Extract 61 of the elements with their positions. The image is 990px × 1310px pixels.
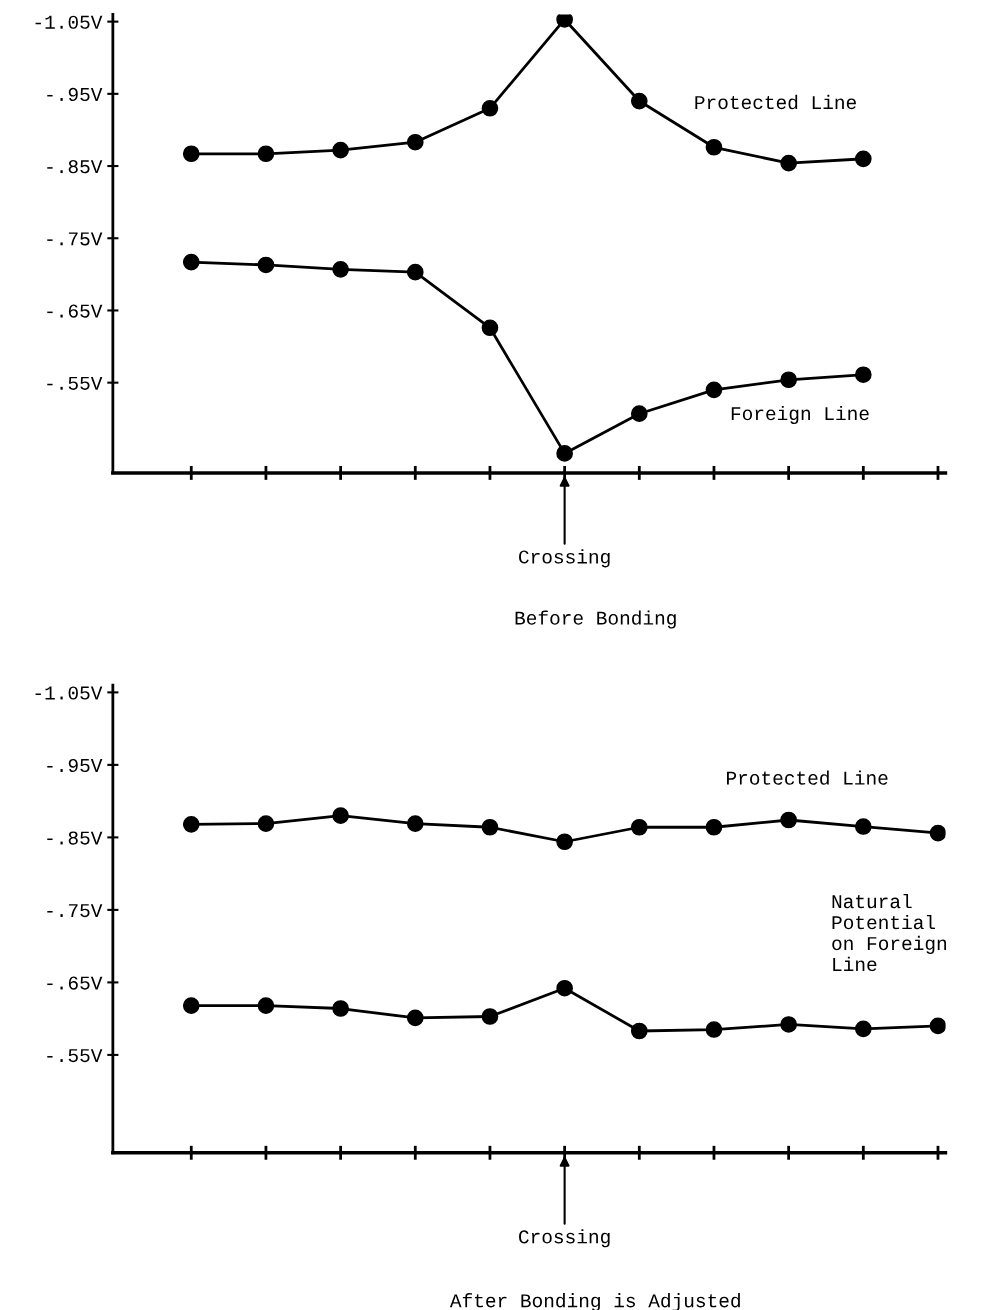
point (406, 1009, 424, 1027)
y-tick-label: -.95V (47, 758, 103, 773)
point (182, 816, 200, 833)
point (182, 145, 200, 163)
point (780, 154, 797, 172)
point (929, 824, 946, 842)
point (257, 815, 275, 832)
point (556, 445, 573, 462)
point (556, 979, 573, 997)
point (406, 815, 424, 832)
point (481, 818, 499, 836)
point (780, 1016, 797, 1033)
text: Crossing (519, 1229, 610, 1248)
point (257, 145, 275, 163)
point (556, 833, 573, 851)
point (630, 92, 648, 110)
point (780, 371, 797, 389)
point (332, 807, 349, 824)
point (332, 141, 349, 159)
point (481, 99, 499, 117)
y-tick-label: -.55V (47, 1049, 103, 1063)
y-tick-label: -.85V (47, 160, 103, 174)
point (630, 405, 648, 423)
series-label: Foreign Line (731, 405, 869, 425)
point (257, 256, 275, 274)
point (630, 818, 648, 836)
y-tick-label: -1.05V (35, 15, 103, 29)
y-tick-label: -.75V (47, 232, 103, 246)
point (481, 319, 499, 337)
point (705, 138, 723, 156)
point (929, 1017, 946, 1035)
point (854, 1020, 872, 1038)
text: Crossing (519, 549, 610, 568)
series-label: Protected Line (695, 94, 856, 110)
y-tick-label: -.55V (47, 376, 103, 390)
point (406, 133, 424, 151)
y-tick-label: -.65V (47, 976, 103, 990)
y-tick-label: -.95V (47, 87, 103, 102)
y-tick-label: -1.05V (35, 686, 103, 700)
point (705, 381, 723, 399)
series-label: Protected Line (727, 770, 888, 785)
y-tick-label: -.65V (47, 304, 103, 318)
text: Before Bonding (515, 610, 676, 629)
point (556, 14, 573, 28)
text: Natural Potential on Foreign Line (832, 893, 947, 972)
point (481, 1008, 499, 1025)
point (332, 1000, 349, 1017)
point (780, 811, 797, 829)
point (854, 818, 872, 835)
point (406, 263, 424, 281)
point (854, 150, 872, 168)
point (705, 1021, 723, 1038)
point (630, 1022, 648, 1040)
y-tick-label: -.85V (47, 831, 103, 845)
y-tick-label: -.75V (47, 904, 103, 918)
point (705, 818, 723, 836)
point (182, 997, 200, 1014)
point (332, 260, 349, 278)
point (182, 253, 200, 271)
point (257, 997, 275, 1014)
point (854, 366, 872, 384)
